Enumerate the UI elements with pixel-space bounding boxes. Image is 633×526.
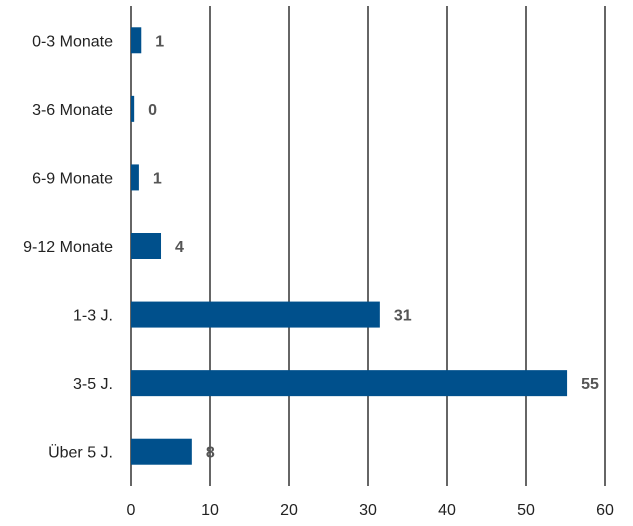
category-label: 0-3 Monate: [32, 33, 113, 50]
category-label: 1-3 J.: [73, 308, 113, 325]
category-labels: 0-3 Monate 3-6 Monate 6-9 Monate 9-12 Monat…: [23, 33, 113, 461]
value-label: 0: [148, 102, 157, 119]
value-label: 31: [394, 308, 412, 325]
x-tick-label: 40: [438, 502, 456, 519]
x-tick-label: 60: [596, 502, 614, 519]
value-labels: 1 0 1 4 31 55 8: [148, 33, 599, 461]
value-label: 1: [155, 33, 164, 50]
bar: [131, 95, 135, 122]
bars: [131, 27, 568, 465]
x-tick-label: 20: [280, 502, 298, 519]
value-label: 4: [175, 239, 184, 256]
x-tick-label: 0: [127, 502, 136, 519]
x-tick-label: 30: [359, 502, 377, 519]
value-label: 55: [581, 376, 599, 393]
bar: [131, 164, 139, 191]
category-label: Über 5 J.: [48, 444, 113, 462]
category-label: 6-9 Monate: [32, 170, 113, 187]
value-label: 8: [206, 445, 215, 462]
x-tick-labels: 0 10 20 30 40 50 60: [127, 502, 614, 519]
bar: [131, 27, 142, 54]
bar: [131, 438, 192, 465]
category-label: 3-5 J.: [73, 376, 113, 393]
category-label: 3-6 Monate: [32, 102, 113, 119]
category-label: 9-12 Monate: [23, 239, 113, 256]
x-tick-label: 50: [517, 502, 535, 519]
value-label: 1: [153, 170, 162, 187]
bar: [131, 233, 162, 259]
bar: [131, 301, 380, 328]
x-tick-label: 10: [201, 502, 219, 519]
gridlines: [130, 6, 606, 486]
bar: [131, 370, 568, 397]
